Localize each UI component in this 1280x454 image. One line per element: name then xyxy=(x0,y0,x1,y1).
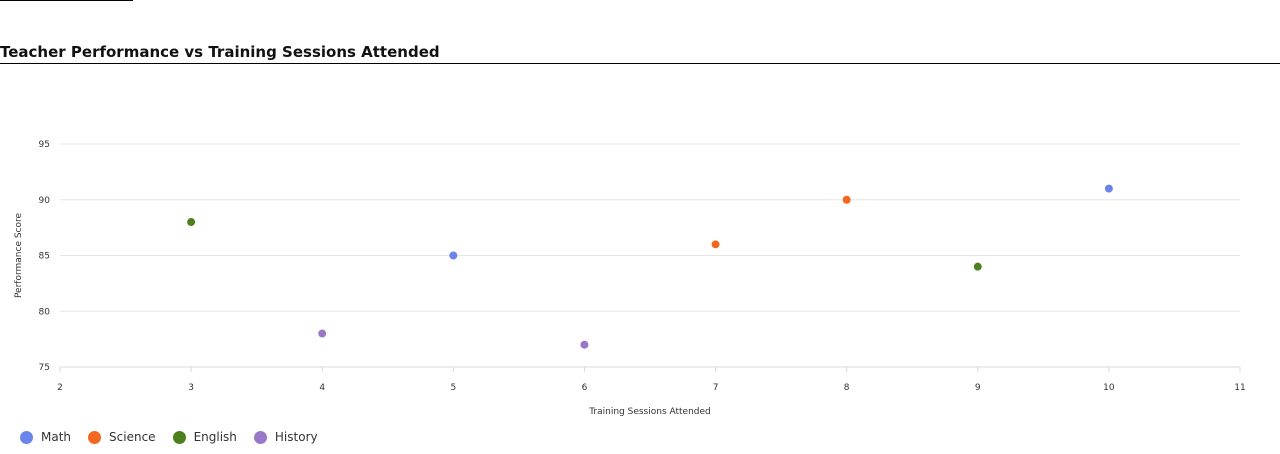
x-tick-label: 5 xyxy=(450,383,456,393)
y-tick-label: 90 xyxy=(39,196,51,206)
x-tick-label: 7 xyxy=(713,383,719,393)
legend-item-science[interactable]: Science xyxy=(88,430,156,444)
data-point-english[interactable] xyxy=(187,218,196,227)
legend-label: English xyxy=(193,430,237,444)
x-tick-label: 3 xyxy=(188,383,194,393)
legend-item-english[interactable]: English xyxy=(172,430,237,444)
chart-title: Teacher Performance vs Training Sessions… xyxy=(0,43,440,61)
data-point-science[interactable] xyxy=(842,195,851,204)
x-tick-label: 9 xyxy=(975,383,981,393)
y-tick-label: 95 xyxy=(39,140,50,150)
x-axis-label: Training Sessions Attended xyxy=(588,407,711,417)
legend-swatch xyxy=(88,430,102,444)
x-tick-label: 2 xyxy=(57,383,63,393)
data-point-science[interactable] xyxy=(711,240,720,249)
legend-swatch xyxy=(253,430,267,444)
data-point-history[interactable] xyxy=(318,329,327,338)
legend: Math Science English History xyxy=(20,430,335,444)
y-tick-labels: 75 80 85 90 95 xyxy=(39,140,51,373)
legend-label: Science xyxy=(109,430,156,444)
data-point-math[interactable] xyxy=(449,251,458,260)
legend-item-history[interactable]: History xyxy=(253,430,318,444)
grid-lines xyxy=(60,143,1240,312)
x-tick-label: 10 xyxy=(1103,383,1115,393)
x-tick-label: 8 xyxy=(844,383,850,393)
legend-item-math[interactable]: Math xyxy=(20,430,71,444)
legend-swatch xyxy=(20,430,33,444)
data-points xyxy=(187,184,1113,349)
title-rule xyxy=(0,63,1280,64)
x-tick-label: 6 xyxy=(582,383,588,393)
y-tick-label: 85 xyxy=(39,252,50,262)
x-tick-label: 11 xyxy=(1234,383,1245,393)
legend-label: History xyxy=(274,430,318,444)
y-axis-label: Performance Score xyxy=(14,212,24,298)
x-tick-labels: 2 3 4 5 6 7 8 9 10 11 xyxy=(57,367,1246,393)
legend-label: Math xyxy=(41,430,72,444)
top-rule xyxy=(0,0,133,1)
y-tick-label: 80 xyxy=(39,307,51,317)
x-tick-label: 4 xyxy=(319,383,325,393)
y-tick-label: 75 xyxy=(39,363,50,373)
legend-swatch xyxy=(172,430,186,444)
data-point-math[interactable] xyxy=(1104,184,1113,193)
data-point-english[interactable] xyxy=(973,262,982,271)
data-point-history[interactable] xyxy=(580,340,589,349)
